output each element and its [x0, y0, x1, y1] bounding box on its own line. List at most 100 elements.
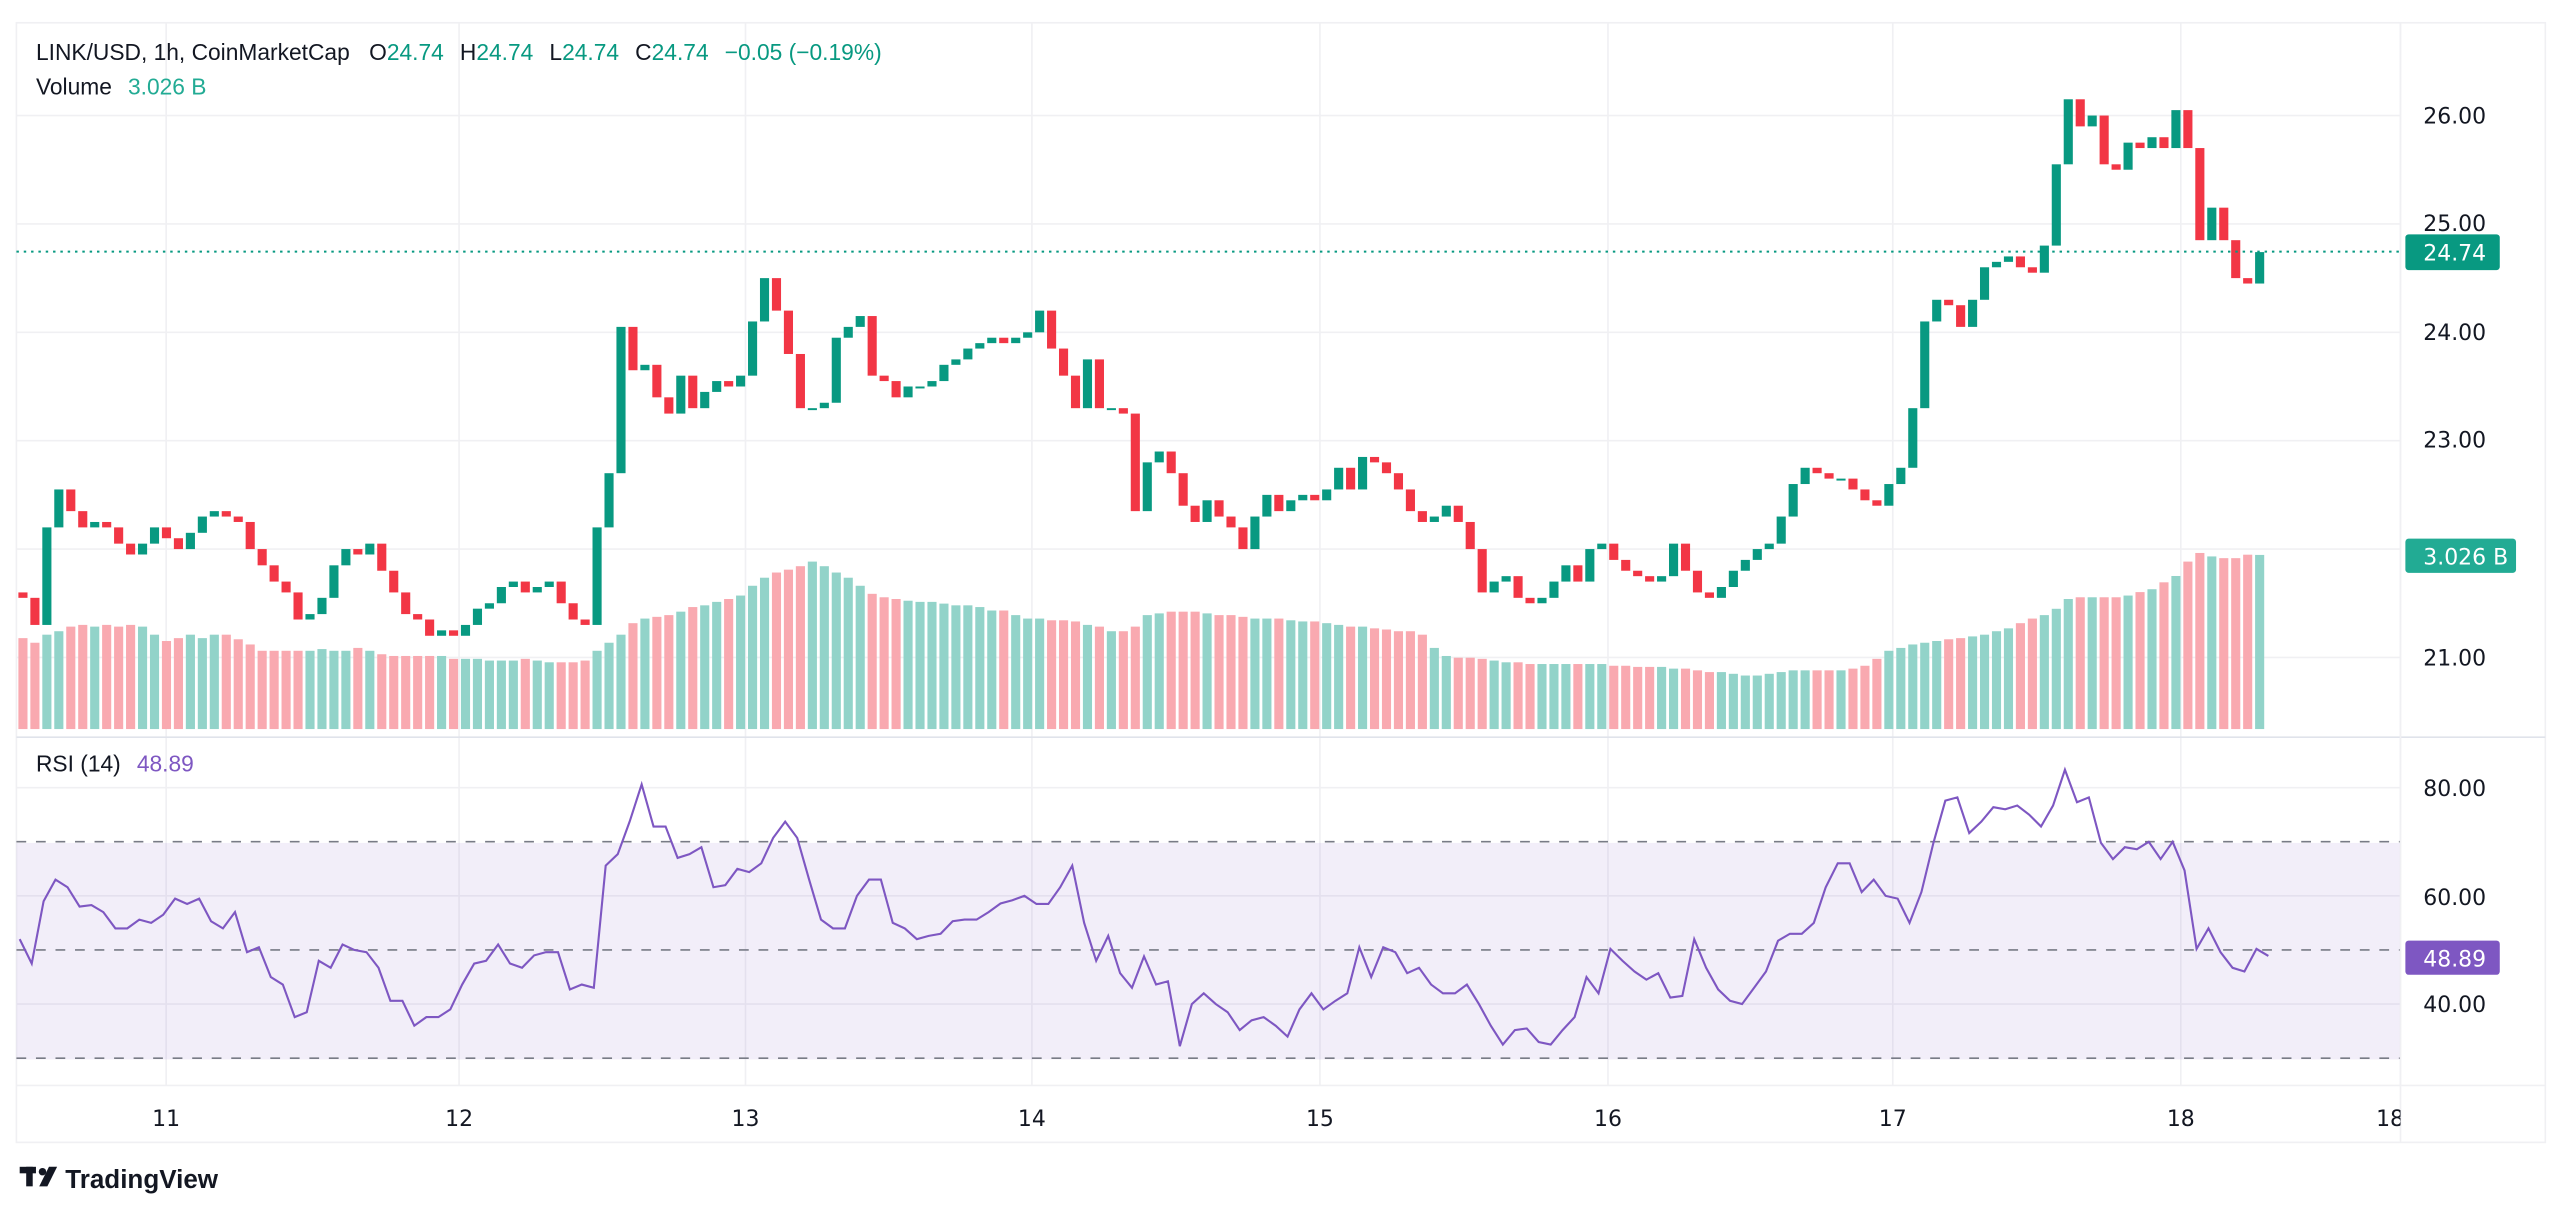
low-value: 24.74	[562, 39, 619, 65]
candle	[2207, 207, 2217, 241]
candle	[1298, 494, 1308, 501]
candle	[389, 570, 399, 593]
close-label: C	[635, 39, 651, 65]
candle	[2051, 164, 2061, 246]
volume-bar	[1346, 626, 1356, 730]
volume-bar	[1609, 665, 1619, 730]
candle	[1549, 581, 1559, 598]
candle	[1872, 500, 1882, 506]
volume-label[interactable]: Volume	[36, 73, 112, 99]
volume-bar	[353, 647, 363, 730]
rsi-label[interactable]: RSI (14)	[36, 750, 121, 776]
open-label: O	[369, 39, 387, 65]
volume-bar	[317, 649, 327, 730]
candle	[1011, 337, 1021, 344]
candle	[1166, 451, 1176, 474]
volume-bar	[1573, 664, 1583, 730]
volume-bar	[1740, 675, 1750, 730]
candle	[329, 565, 339, 598]
rsi-legend: RSI (14) 48.89	[36, 750, 194, 776]
candle	[556, 581, 566, 604]
candle	[1250, 516, 1260, 550]
volume-bars	[18, 552, 2265, 730]
volume-bar	[1094, 626, 1104, 730]
candle	[1178, 473, 1188, 506]
candle	[975, 343, 985, 349]
volume-bar	[532, 660, 542, 730]
candle	[437, 630, 447, 636]
volume-bar	[1322, 623, 1332, 730]
candle	[1561, 565, 1571, 582]
volume-bar	[1381, 629, 1392, 730]
volume-bar	[1704, 672, 1715, 730]
volume-bar	[1477, 658, 1487, 730]
volume-bar	[2183, 561, 2193, 730]
volume-bar	[149, 634, 160, 730]
candle	[496, 586, 506, 604]
volume-bar	[1920, 642, 1930, 730]
candle	[1836, 478, 1846, 481]
candle	[951, 359, 961, 365]
volume-bar	[975, 607, 985, 730]
candle	[1190, 505, 1200, 522]
candle	[544, 581, 554, 587]
volume-bar	[1979, 634, 1990, 730]
candle	[532, 586, 542, 593]
close-value: 24.74	[652, 39, 709, 65]
volume-bar	[795, 566, 805, 730]
volume-bar	[568, 662, 578, 730]
tradingview-logo[interactable]: TradingView	[19, 1164, 219, 1194]
volume-bar	[1848, 668, 1858, 730]
candle	[580, 619, 590, 625]
candle	[1035, 310, 1045, 333]
candle	[676, 375, 686, 414]
volume-bar	[1130, 626, 1140, 730]
candle	[724, 381, 734, 387]
volume-bar	[2111, 597, 2121, 730]
candle	[999, 337, 1009, 344]
volume-bar	[2135, 592, 2145, 730]
volume-bar	[305, 650, 315, 730]
candle	[1573, 565, 1583, 582]
volume-bar	[724, 599, 734, 730]
open-value: 24.74	[387, 39, 444, 65]
candle	[1621, 559, 1631, 571]
volume-bar	[939, 603, 949, 730]
volume-bar	[1369, 628, 1380, 730]
candle	[281, 581, 291, 593]
volume-bar	[1417, 634, 1427, 730]
rsi-badge-bg	[2405, 940, 2500, 975]
candle	[1728, 570, 1738, 587]
volume-bar	[508, 660, 518, 730]
volume-bar	[1334, 624, 1344, 730]
candle	[1082, 359, 1093, 409]
candle	[161, 527, 172, 539]
candle	[1310, 494, 1320, 501]
candle	[1704, 592, 1715, 598]
volume-bar	[1070, 621, 1081, 730]
candle	[1429, 516, 1439, 522]
time-label: 14	[1018, 1107, 1046, 1132]
candle	[1979, 267, 1990, 300]
volume-bar	[1800, 670, 1810, 730]
volume-badge-bg	[2405, 538, 2517, 573]
symbol-title[interactable]: LINK/USD, 1h, CoinMarketCap	[36, 39, 350, 65]
volume-bar	[161, 641, 172, 730]
candle	[1070, 375, 1081, 409]
volume-bar	[102, 624, 112, 730]
candle	[891, 381, 901, 398]
volume-bar	[1118, 631, 1128, 730]
candle	[18, 592, 28, 598]
tradingview-logo-icon	[19, 1166, 58, 1187]
volume-bar	[472, 658, 483, 730]
time-axis[interactable]: 11 12 13 14 15 16 17 18 18:00	[152, 1107, 2439, 1132]
volume-bar	[1262, 618, 1272, 730]
volume-bar	[30, 642, 40, 730]
candle	[1597, 543, 1607, 550]
candle	[1956, 305, 1966, 327]
candle	[1680, 543, 1691, 571]
candle	[30, 597, 40, 625]
volume-bar	[54, 631, 64, 730]
volume-bar	[1860, 665, 1870, 730]
